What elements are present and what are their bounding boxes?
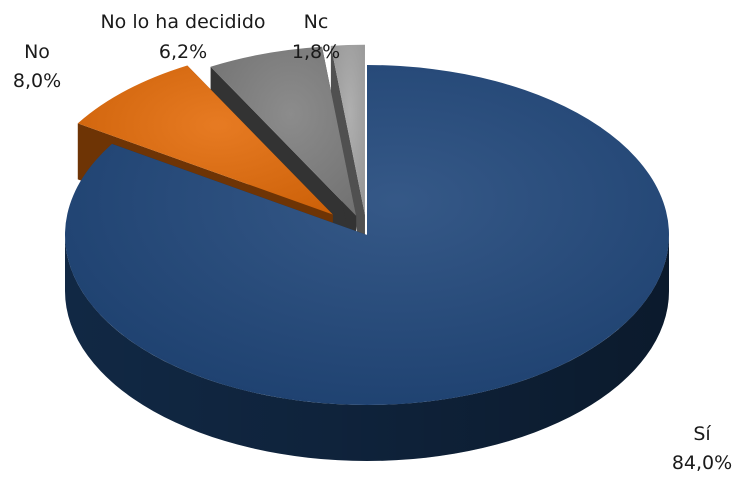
- slice-side-shade-si: [65, 235, 669, 461]
- slice-label-nc-value: 1,8%: [292, 41, 340, 63]
- pie-slices: [64, 44, 670, 461]
- slice-label-no-name: No: [24, 41, 50, 63]
- slice-label-nolohadecidido-name: No lo ha decidido: [100, 11, 265, 33]
- slice-label-si-value: 84,0%: [672, 452, 732, 474]
- slice-nc: [330, 44, 365, 271]
- slice-label-nolohadecidido-value: 6,2%: [159, 41, 207, 63]
- slice-top-shade-no: [77, 65, 333, 215]
- slice-label-nc-name: Nc: [304, 11, 329, 33]
- slice-label-si-name: Sí: [693, 423, 711, 445]
- slice-label-no-value: 8,0%: [13, 70, 61, 92]
- slice-wall-start-nc: [330, 45, 365, 271]
- pie-labels: Sí 84,0% No 8,0% No lo ha decidido 6,2% …: [13, 11, 732, 474]
- slice-top-shade-nc: [330, 44, 365, 215]
- slice-top-shade-no-lo-ha-decidido: [210, 46, 357, 216]
- slice-si: [64, 65, 670, 461]
- slice-top-shade-si: [64, 65, 670, 406]
